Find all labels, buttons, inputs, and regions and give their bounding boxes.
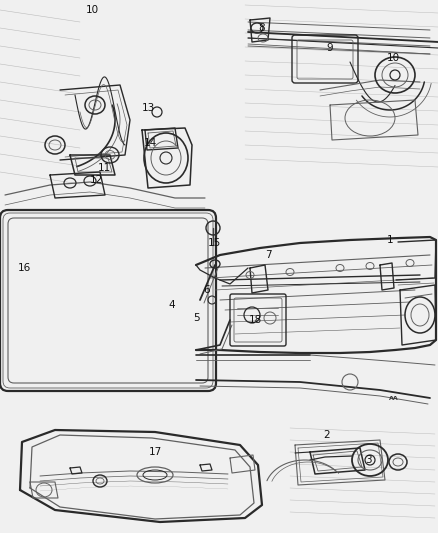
Text: 1: 1 xyxy=(387,235,393,245)
Text: 17: 17 xyxy=(148,447,162,457)
Text: 13: 13 xyxy=(141,103,155,113)
Text: 7: 7 xyxy=(265,250,271,260)
Text: 16: 16 xyxy=(18,263,31,273)
Text: 3: 3 xyxy=(365,455,371,465)
Text: 15: 15 xyxy=(207,238,221,248)
Text: 8: 8 xyxy=(259,23,265,33)
Text: 10: 10 xyxy=(85,5,99,15)
Text: 6: 6 xyxy=(204,285,210,295)
Text: 9: 9 xyxy=(327,43,333,53)
Text: 2: 2 xyxy=(324,430,330,440)
Text: 12: 12 xyxy=(89,175,102,185)
Text: 5: 5 xyxy=(193,313,199,323)
Text: 10: 10 xyxy=(386,53,399,63)
Text: 14: 14 xyxy=(143,138,157,148)
Text: AA: AA xyxy=(389,395,399,400)
Text: 4: 4 xyxy=(169,300,175,310)
Text: 11: 11 xyxy=(97,163,111,173)
Text: 18: 18 xyxy=(248,315,261,325)
